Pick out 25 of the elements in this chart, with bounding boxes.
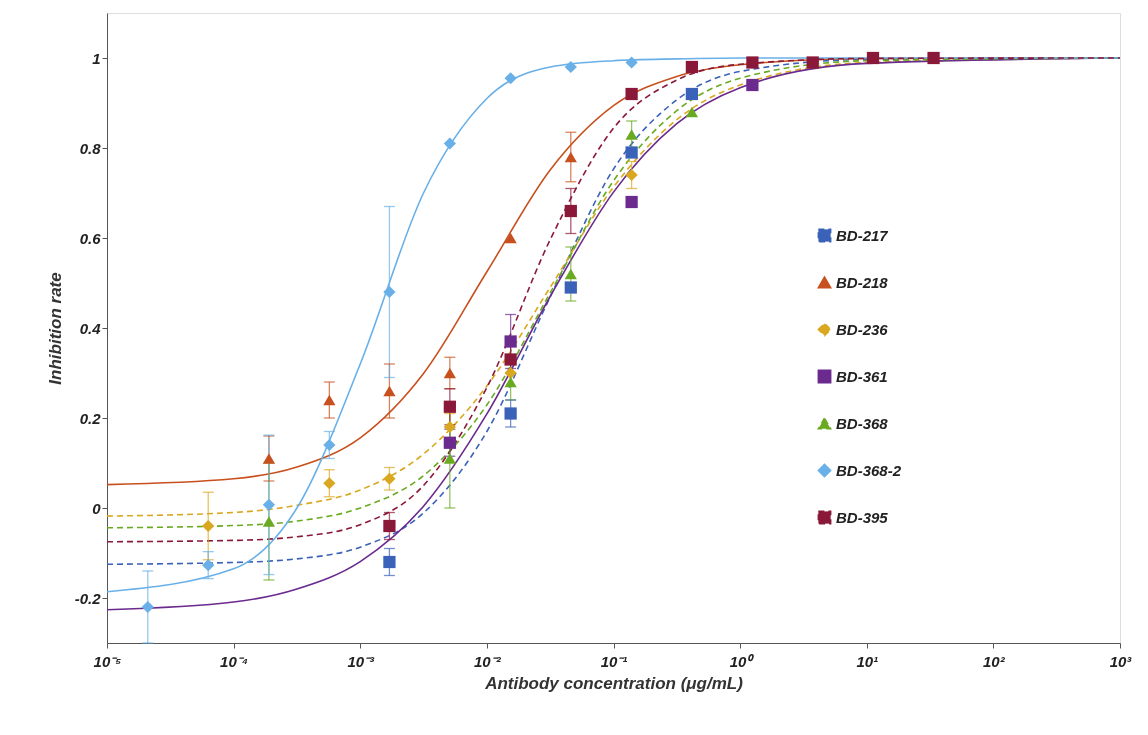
x-tick-label: 10¹	[856, 652, 879, 670]
x-tick-label: 10⁻⁵	[93, 652, 122, 670]
x-tick-label: 10²	[983, 652, 1006, 670]
y-tick-label: 0.4	[79, 319, 102, 337]
x-tick-label: 10⁻²	[474, 652, 502, 670]
legend-label: BD-361	[836, 367, 888, 385]
y-tick-label: 0.8	[79, 139, 102, 157]
legend-label: BD-236	[836, 320, 889, 338]
legend-label: BD-395	[836, 508, 889, 526]
x-tick-label: 10⁻⁴	[220, 652, 249, 670]
y-tick-label: 0.2	[79, 409, 102, 427]
legend-label: BD-217	[836, 226, 889, 244]
y-tick-label: 0	[92, 499, 102, 517]
x-tick-label: 10⁰	[729, 652, 756, 670]
legend-label: BD-218	[836, 273, 889, 291]
y-tick-label: 0.6	[79, 229, 102, 247]
x-tick-label: 10³	[1109, 652, 1133, 670]
y-tick-label: -0.2	[74, 589, 102, 607]
x-axis-title: Antibody concentration (μg/mL)	[484, 673, 744, 693]
legend-label: BD-368	[836, 414, 889, 432]
y-axis-title: Inhibition rate	[45, 272, 65, 385]
y-tick-label: 1	[92, 49, 101, 67]
x-tick-label: 10⁻³	[347, 652, 376, 670]
legend-label: BD-368-2	[836, 461, 902, 479]
x-tick-label: 10⁻¹	[600, 652, 628, 670]
